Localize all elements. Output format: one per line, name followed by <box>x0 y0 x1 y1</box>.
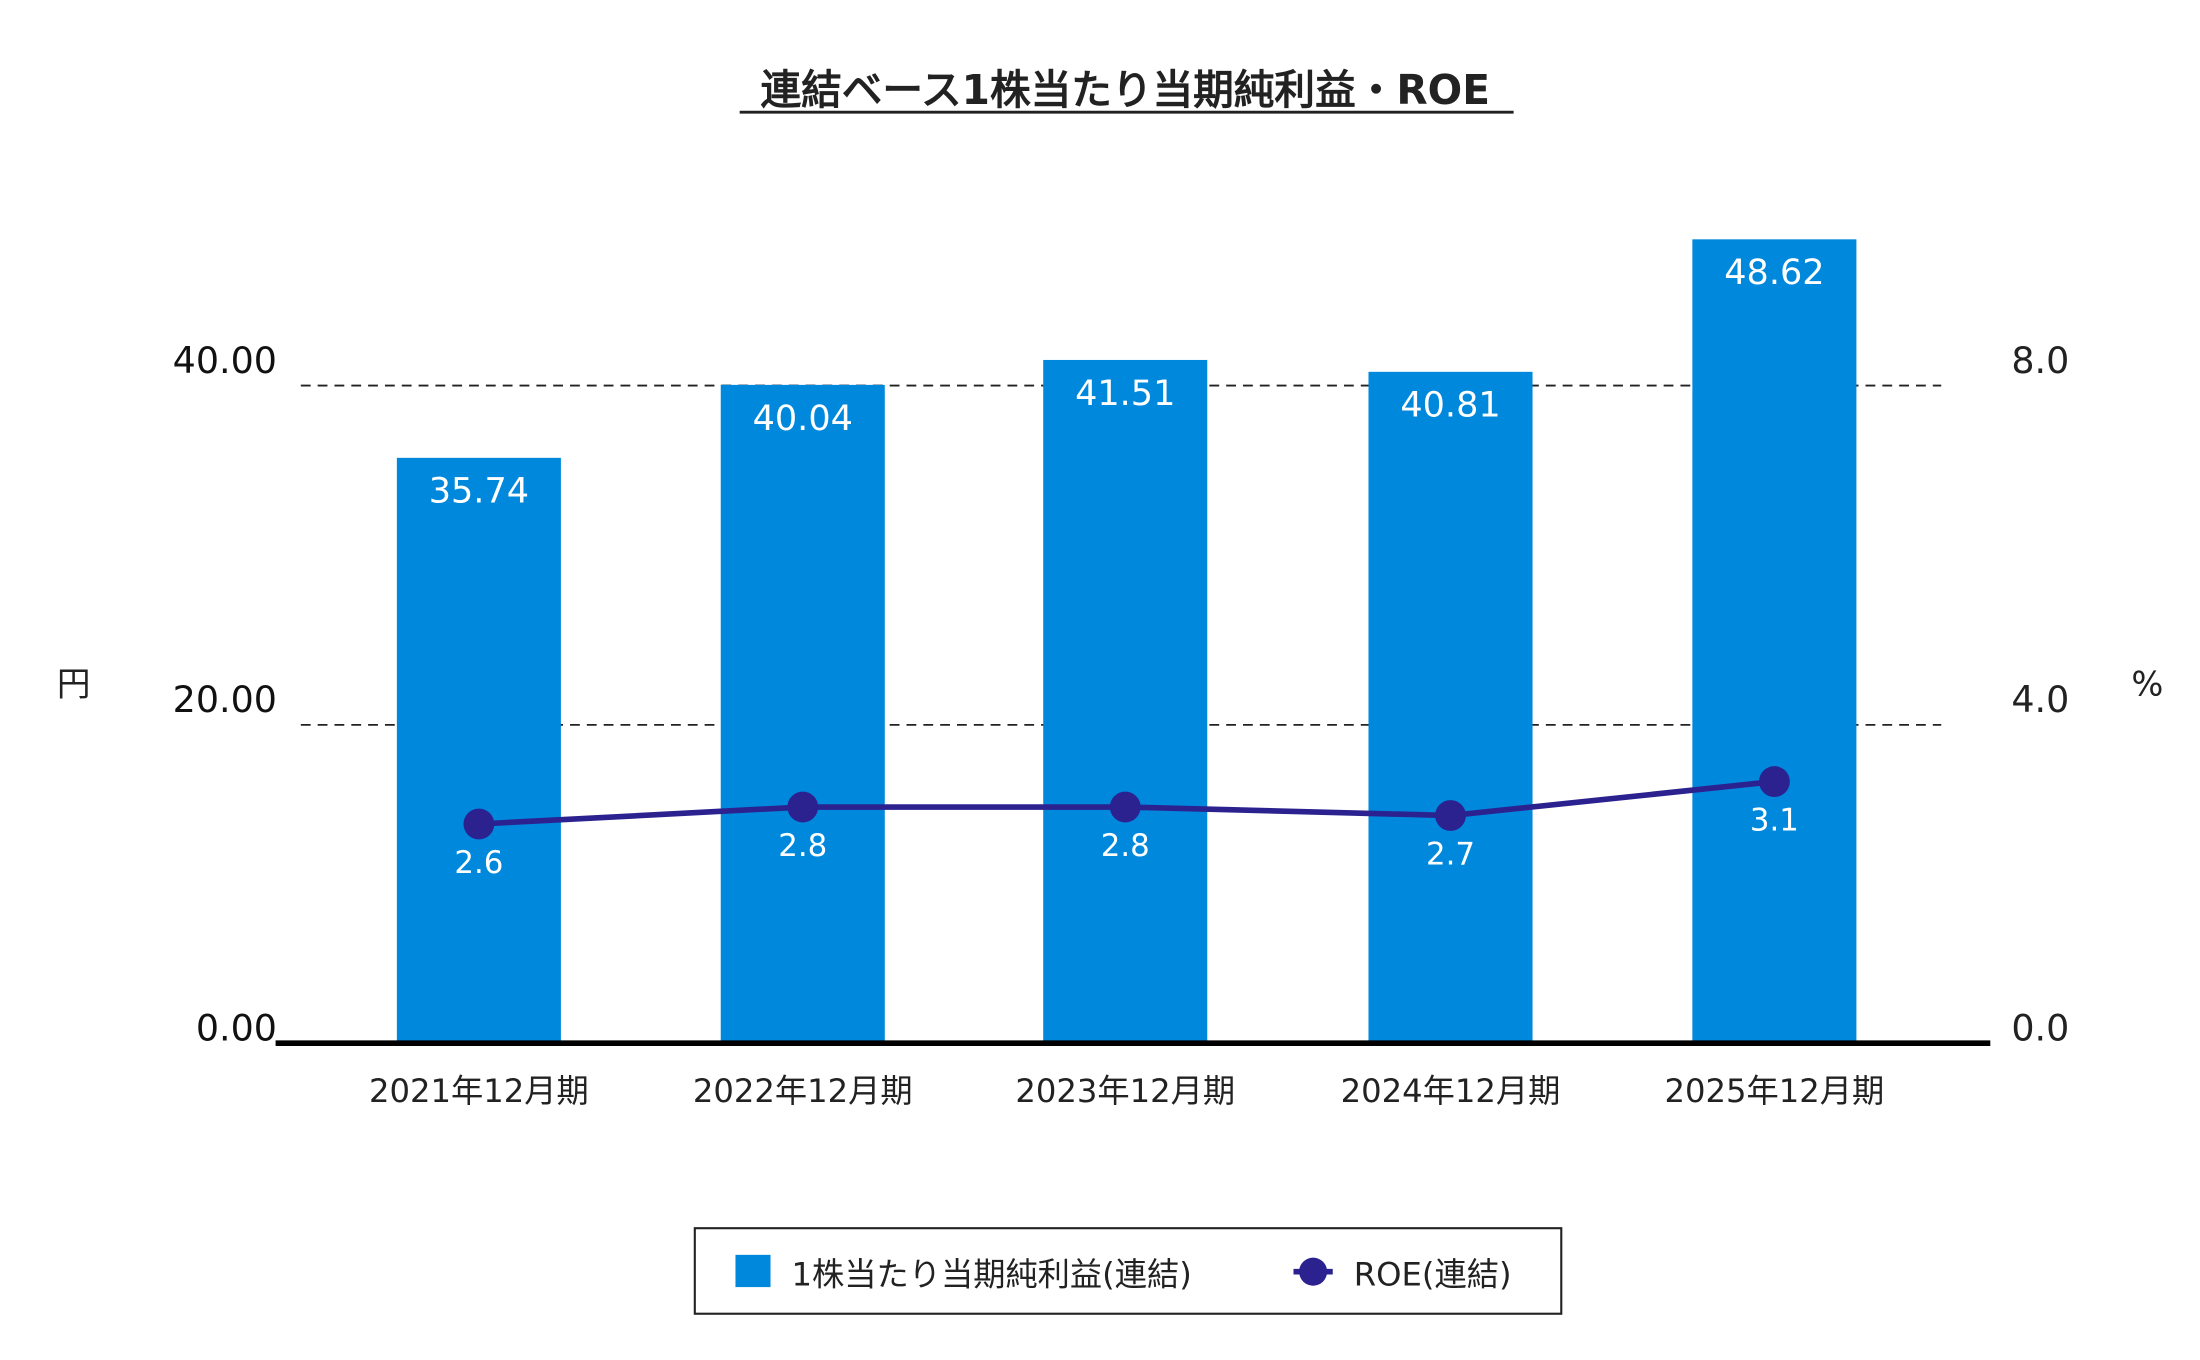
x-tick-label: 2025年12月期 <box>1665 1072 1885 1110</box>
legend-box <box>693 1227 1563 1315</box>
legend-bar-label: 1株当たり当期純利益(連結) <box>792 1256 1192 1294</box>
bar-data-label: 48.62 <box>1724 252 1824 293</box>
bar <box>396 457 561 1042</box>
y-right-axis-label: % <box>2131 664 2163 703</box>
roe-point <box>787 791 819 823</box>
legend: 1株当たり当期純利益(連結) ROE(連結) <box>693 1227 1563 1315</box>
y-right-tick-label: 8.0 <box>2011 339 2069 382</box>
roe-data-label: 2.6 <box>454 845 503 881</box>
bar-data-label: 40.04 <box>753 398 853 439</box>
roe-point <box>1435 800 1466 831</box>
y-right-tick-label: 4.0 <box>2011 678 2069 721</box>
roe-point <box>1758 766 1790 798</box>
y-left-tick-label: 20.00 <box>173 678 277 721</box>
legend-line-marker <box>1299 1257 1328 1286</box>
roe-point <box>1109 791 1141 823</box>
x-tick-label: 2024年12月期 <box>1341 1072 1561 1110</box>
x-tick-label: 2021年12月期 <box>369 1072 589 1110</box>
x-tick-label: 2022年12月期 <box>693 1072 913 1110</box>
bar <box>1368 371 1533 1042</box>
roe-data-label: 2.8 <box>778 828 827 864</box>
chart-title: 連結ベース1株当たり当期純利益・ROE <box>761 66 1490 114</box>
legend-bar-swatch <box>735 1254 771 1288</box>
bar-data-label: 40.81 <box>1400 385 1500 426</box>
bar <box>1692 239 1857 1042</box>
bar-data-label: 35.74 <box>429 471 529 512</box>
roe-point <box>463 808 495 840</box>
y-left-tick-label: 0.00 <box>196 1006 277 1049</box>
y-left-axis-label: 円 <box>57 664 91 703</box>
roe-data-label: 3.1 <box>1750 803 1799 839</box>
y-left-tick-label: 40.00 <box>173 339 277 382</box>
roe-data-label: 2.8 <box>1101 828 1150 864</box>
legend-line-label: ROE(連結) <box>1354 1256 1512 1294</box>
x-tick-label: 2023年12月期 <box>1015 1072 1235 1110</box>
y-right-tick-label: 0.0 <box>2011 1006 2069 1049</box>
bar-data-label: 41.51 <box>1075 373 1175 414</box>
bar <box>1043 359 1208 1042</box>
roe-data-label: 2.7 <box>1426 837 1475 873</box>
bar <box>720 384 885 1042</box>
